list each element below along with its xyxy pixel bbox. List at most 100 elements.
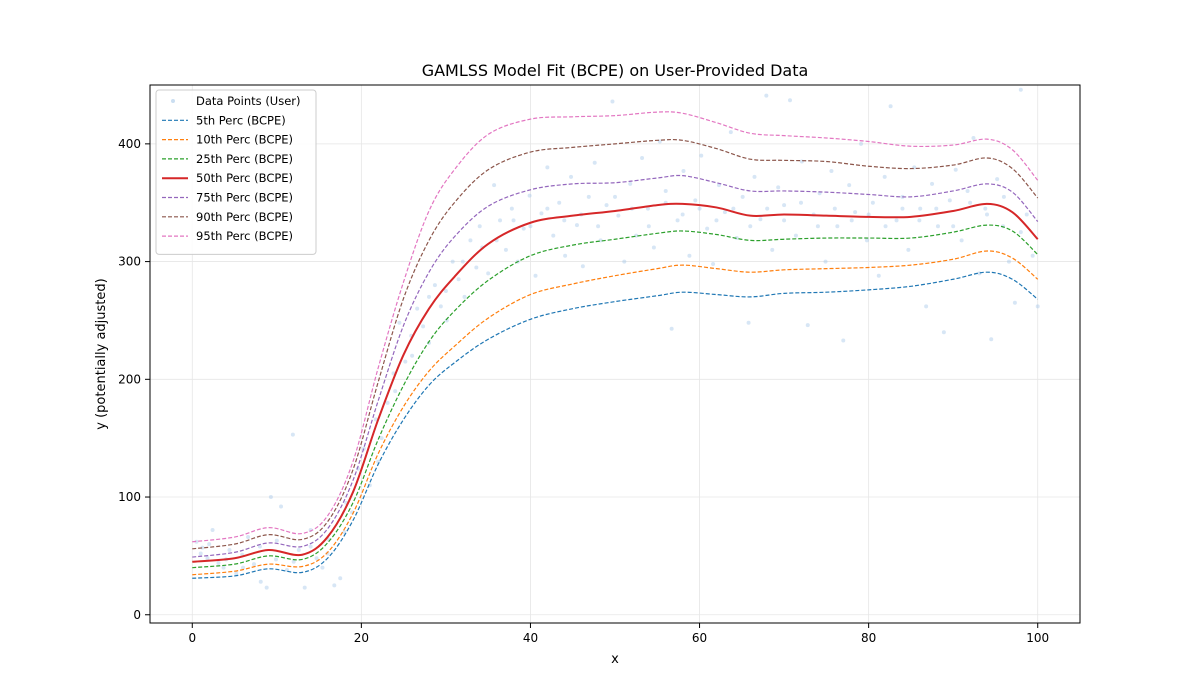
series-line-5 xyxy=(192,174,1039,558)
data-point xyxy=(669,326,674,331)
data-point xyxy=(279,504,284,509)
x-tick-label: 40 xyxy=(523,631,538,645)
data-point xyxy=(646,224,651,229)
data-point xyxy=(421,324,426,329)
data-point xyxy=(918,206,923,211)
data-point xyxy=(557,200,562,205)
data-point xyxy=(776,185,781,190)
data-point xyxy=(699,153,704,158)
data-point xyxy=(758,217,763,222)
legend-box xyxy=(155,89,317,255)
data-point xyxy=(628,181,633,186)
data-point xyxy=(930,181,935,186)
data-point xyxy=(968,200,973,205)
data-point xyxy=(246,535,251,540)
data-point xyxy=(900,206,905,211)
data-point xyxy=(847,183,852,188)
data-point xyxy=(883,224,888,229)
series-line-1 xyxy=(192,271,1039,579)
data-point xyxy=(438,304,443,309)
legend: Data Points (User) 5th Perc (BCPE) 10th Pe… xyxy=(155,89,317,255)
data-point xyxy=(722,210,727,215)
data-point xyxy=(782,218,787,223)
data-point xyxy=(586,194,591,199)
data-point xyxy=(849,218,854,223)
data-point xyxy=(651,245,656,250)
data-point xyxy=(563,253,568,258)
data-point xyxy=(268,495,273,500)
legend-label-1: 5th Perc (BCPE) xyxy=(196,113,286,127)
data-point xyxy=(832,206,837,211)
data-point xyxy=(770,247,775,252)
data-point xyxy=(864,238,869,243)
data-point xyxy=(888,104,893,109)
data-point xyxy=(859,141,864,146)
data-point xyxy=(764,93,769,98)
data-point xyxy=(728,130,733,135)
data-point xyxy=(1012,300,1017,305)
series-line-3 xyxy=(192,224,1039,569)
data-point xyxy=(460,259,465,264)
data-point xyxy=(325,551,330,556)
series-line-7 xyxy=(192,111,1039,543)
chart-title: GAMLSS Model Fit (BCPE) on User-Provided… xyxy=(422,61,809,80)
data-point xyxy=(748,224,753,229)
data-point xyxy=(1035,304,1040,309)
data-point xyxy=(264,585,269,590)
data-point xyxy=(592,160,597,165)
data-point xyxy=(866,212,871,217)
data-point xyxy=(680,212,685,217)
data-point xyxy=(788,98,793,103)
data-point xyxy=(415,306,420,311)
data-point xyxy=(562,218,567,223)
data-point xyxy=(971,135,976,140)
data-point xyxy=(989,337,994,342)
data-point xyxy=(373,417,378,422)
data-point xyxy=(687,253,692,258)
data-point xyxy=(545,165,550,170)
data-point xyxy=(432,283,437,288)
percentile-curves xyxy=(192,111,1039,579)
data-point xyxy=(1006,259,1011,264)
y-tick-label: 400 xyxy=(118,137,141,151)
data-point xyxy=(782,203,787,208)
data-point xyxy=(645,206,650,211)
data-point xyxy=(533,273,538,278)
data-point xyxy=(995,177,1000,182)
data-point xyxy=(935,224,940,229)
series-line-4 xyxy=(192,202,1039,563)
data-point xyxy=(1018,230,1023,235)
data-point xyxy=(397,320,402,325)
data-point xyxy=(443,289,448,294)
x-tick-label: 20 xyxy=(354,631,369,645)
data-point xyxy=(894,218,899,223)
data-point xyxy=(200,545,205,550)
data-point xyxy=(379,436,384,441)
data-point xyxy=(793,233,798,238)
data-point xyxy=(468,238,473,243)
data-point xyxy=(1018,87,1023,92)
data-point xyxy=(251,562,256,567)
scatter-points xyxy=(194,87,1040,590)
x-tick-label: 60 xyxy=(692,631,707,645)
data-point xyxy=(714,218,719,223)
legend-label-2: 10th Perc (BCPE) xyxy=(196,133,293,147)
data-point xyxy=(616,213,621,218)
data-point xyxy=(221,565,226,570)
data-point xyxy=(477,224,482,229)
data-point xyxy=(752,174,757,179)
data-point xyxy=(1001,194,1006,199)
data-point xyxy=(450,259,455,264)
data-point xyxy=(314,556,319,561)
data-point xyxy=(528,224,533,229)
data-point xyxy=(711,261,716,266)
data-point xyxy=(870,200,875,205)
data-point xyxy=(258,579,263,584)
data-point xyxy=(234,571,239,576)
data-point xyxy=(697,206,702,211)
data-point xyxy=(596,224,601,229)
data-point xyxy=(959,238,964,243)
x-tick-label: 80 xyxy=(861,631,876,645)
legend-marker-scatter xyxy=(171,99,175,103)
data-point xyxy=(675,218,680,223)
